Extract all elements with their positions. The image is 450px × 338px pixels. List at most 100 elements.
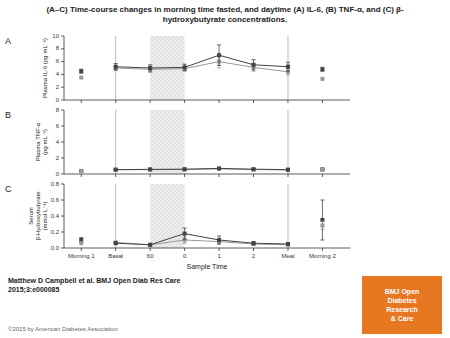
- reference-line: [115, 184, 116, 248]
- citation-line: Matthew D Campbell et al. BMJ Open Diab …: [8, 277, 180, 285]
- panel: 0246810Plasma IL-6 (pg·mL⁻¹)A: [5, 33, 350, 103]
- x-tick-label: 60: [147, 253, 154, 259]
- marker: [148, 167, 152, 171]
- x-tick: [184, 174, 185, 177]
- series-line: [116, 168, 288, 169]
- marker: [286, 168, 290, 172]
- error-bar: [320, 67, 324, 71]
- marker: [286, 243, 290, 247]
- error-bar: [183, 64, 187, 70]
- marker: [320, 67, 324, 71]
- error-bar: [183, 228, 187, 239]
- logo-text-line: BMJ Open: [385, 287, 420, 295]
- y-tick-label: 6: [56, 58, 60, 64]
- marker: [286, 65, 290, 69]
- plot-area: [79, 110, 324, 174]
- y-tick: [61, 184, 64, 185]
- marker: [286, 168, 290, 172]
- y-tick-label: 0.0: [51, 245, 60, 251]
- citation: Matthew D Campbell et al. BMJ Open Diab …: [8, 277, 180, 294]
- x-axis-label: Sample Time: [187, 263, 228, 271]
- y-tick-label: 0: [56, 97, 60, 103]
- marker: [252, 168, 256, 172]
- error-bar: [114, 64, 118, 70]
- marker: [252, 241, 256, 245]
- copyright-line: ©2015 by American Diabetes Association: [8, 326, 118, 332]
- chart: 0246810Plasma IL-6 (pg·mL⁻¹)A(A–C) Time-…: [0, 0, 450, 338]
- title-line: (A–C) Time-course changes in morning tim…: [46, 5, 404, 14]
- marker: [320, 77, 324, 81]
- reference-line: [115, 110, 116, 174]
- marker: [183, 65, 187, 69]
- marker: [79, 169, 83, 173]
- x-tick-label: 2: [252, 253, 256, 259]
- marker: [114, 168, 118, 172]
- y-tick-label: 4: [56, 71, 60, 77]
- marker: [79, 69, 83, 73]
- logo-text-line: & Care: [391, 314, 414, 321]
- marker: [217, 167, 221, 171]
- x-tick: [322, 248, 323, 251]
- panel-label: B: [5, 110, 11, 120]
- y-tick: [61, 74, 64, 75]
- x-tick-label: 0: [183, 253, 187, 259]
- marker: [114, 168, 118, 172]
- marker: [148, 243, 152, 247]
- y-tick-label: 0.8: [51, 181, 60, 187]
- marker: [217, 53, 221, 57]
- marker: [217, 238, 221, 242]
- marker: [79, 169, 83, 173]
- series-line: [116, 55, 288, 68]
- x-tick: [322, 100, 323, 103]
- x-tick-label: Morning 1: [68, 253, 95, 259]
- x-axis-line: [64, 248, 350, 249]
- marker: [148, 168, 152, 172]
- x-tick: [253, 100, 254, 103]
- panel-label: C: [5, 184, 12, 194]
- shaded-region: [150, 184, 184, 248]
- x-tick: [150, 100, 151, 103]
- x-tick: [184, 248, 185, 251]
- marker: [252, 167, 256, 171]
- error-bar: [252, 60, 256, 70]
- y-axis-label-line: Plasma TNF-α: [35, 122, 41, 161]
- y-tick: [61, 216, 64, 217]
- error-bar: [320, 200, 324, 240]
- marker: [183, 167, 187, 171]
- x-tick-label: 1: [217, 253, 221, 259]
- shaded-region: [150, 110, 184, 174]
- y-tick: [61, 100, 64, 101]
- y-tick-label: 0: [56, 171, 60, 177]
- x-tick: [184, 100, 185, 103]
- y-axis-label-line: Plasma IL-6 (pg·mL⁻¹): [42, 38, 48, 98]
- marker: [320, 168, 324, 172]
- x-tick: [219, 174, 220, 177]
- y-tick-label: 8: [56, 45, 60, 51]
- logo-text-line: Research: [386, 305, 418, 312]
- y-axis-label: Serumβ-Hydroxybutyrate(mmol·L⁻¹): [28, 191, 48, 241]
- error-bar: [252, 242, 256, 245]
- y-axis-label: Plasma TNF-α(pg·mL⁻¹): [35, 122, 48, 161]
- error-bar: [286, 62, 290, 71]
- marker: [79, 241, 83, 245]
- x-tick: [81, 174, 82, 177]
- marker: [320, 224, 324, 228]
- series-line: [116, 234, 288, 245]
- y-tick-label: 6: [56, 123, 60, 129]
- y-tick-label: 0.2: [51, 229, 60, 235]
- x-tick: [219, 100, 220, 103]
- x-axis-line: [64, 100, 350, 101]
- error-bar: [79, 69, 83, 73]
- y-tick-label: 10: [52, 33, 59, 39]
- title-line: hydroxybutyrate concentrations.: [163, 15, 287, 24]
- y-tick: [61, 110, 64, 111]
- x-tick: [115, 248, 116, 251]
- y-axis-label: Plasma IL-6 (pg·mL⁻¹): [42, 38, 48, 98]
- panel-label: A: [5, 36, 11, 46]
- x-tick: [219, 248, 220, 251]
- marker: [183, 232, 187, 236]
- y-axis-label-line: (mmol·L⁻¹): [42, 201, 48, 230]
- marker: [320, 167, 324, 171]
- x-tick: [287, 100, 288, 103]
- marker: [183, 167, 187, 171]
